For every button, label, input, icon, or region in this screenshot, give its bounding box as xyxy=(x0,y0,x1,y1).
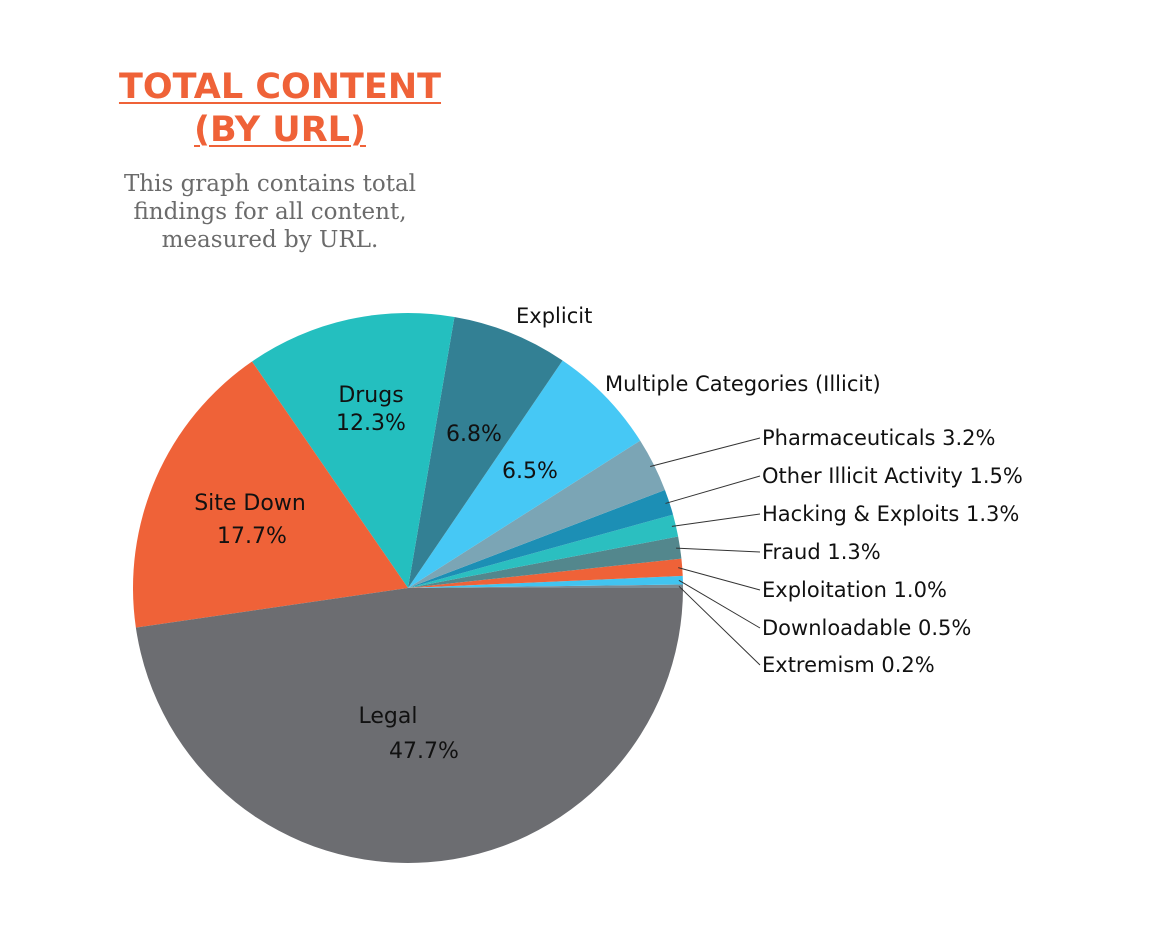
subtitle-line-2: findings for all content, xyxy=(133,199,407,225)
title-line-1: TOTAL CONTENT xyxy=(118,67,442,107)
slice-pharmaceuticals xyxy=(408,440,665,588)
subtitle-line-1: This graph contains total xyxy=(123,171,417,197)
label-other-illicit: Other Illicit Activity 1.5% xyxy=(762,464,1023,488)
label-legal: Legal xyxy=(359,704,418,729)
slice-extremism xyxy=(408,584,683,588)
slice-legal xyxy=(135,588,683,863)
label-multiple-categories: Multiple Categories (Illicit) xyxy=(605,372,881,396)
label-extremism: Extremism 0.2% xyxy=(762,653,935,677)
label-drugs: Drugs xyxy=(338,383,403,408)
subtitle-line-3: measured by URL. xyxy=(161,227,379,253)
slice-hacking-exploits xyxy=(408,514,679,588)
leader-line-downloadable xyxy=(678,579,761,629)
slice-exploitation xyxy=(408,558,683,588)
label-fraud: Fraud 1.3% xyxy=(762,540,881,564)
slice-explicit xyxy=(408,316,563,588)
slice-site-down xyxy=(132,361,408,628)
leader-line-pharmaceuticals xyxy=(650,437,761,467)
leader-line-hacking-exploits xyxy=(671,513,761,527)
label-hacking: Hacking & Exploits 1.3% xyxy=(762,502,1019,526)
leader-line-other-illicit-activity xyxy=(665,475,761,504)
value-multiple-categories: 6.5% xyxy=(502,459,558,484)
label-pharmaceuticals: Pharmaceuticals 3.2% xyxy=(762,426,996,450)
label-downloadable: Downloadable 0.5% xyxy=(762,616,971,640)
chart-subtitle: This graph contains total findings for a… xyxy=(70,170,470,254)
value-drugs: 12.3% xyxy=(336,411,406,436)
slice-multiple-categories-illicit xyxy=(408,360,641,588)
leader-line-exploitation xyxy=(678,567,761,591)
value-explicit: 6.8% xyxy=(446,422,502,447)
slice-drugs xyxy=(252,312,455,588)
label-explicit: Explicit xyxy=(516,304,592,328)
chart-title: TOTAL CONTENT (BY URL) xyxy=(80,66,480,152)
leader-line-extremism xyxy=(678,585,761,666)
leader-line-fraud xyxy=(676,547,761,553)
slice-downloadable xyxy=(408,575,683,588)
slice-fraud xyxy=(408,536,682,588)
leader-lines xyxy=(650,437,761,666)
label-site-down: Site Down xyxy=(194,491,306,516)
slice-other-illicit-activity xyxy=(408,489,674,588)
pie-slices xyxy=(132,312,683,863)
value-legal: 47.7% xyxy=(389,739,459,764)
title-line-2: (BY URL) xyxy=(194,110,366,150)
slice-labels: Extremism 0.2% Downloadable 0.5% Exploit… xyxy=(194,304,1023,764)
value-site-down: 17.7% xyxy=(217,524,287,549)
label-exploitation: Exploitation 1.0% xyxy=(762,578,947,602)
